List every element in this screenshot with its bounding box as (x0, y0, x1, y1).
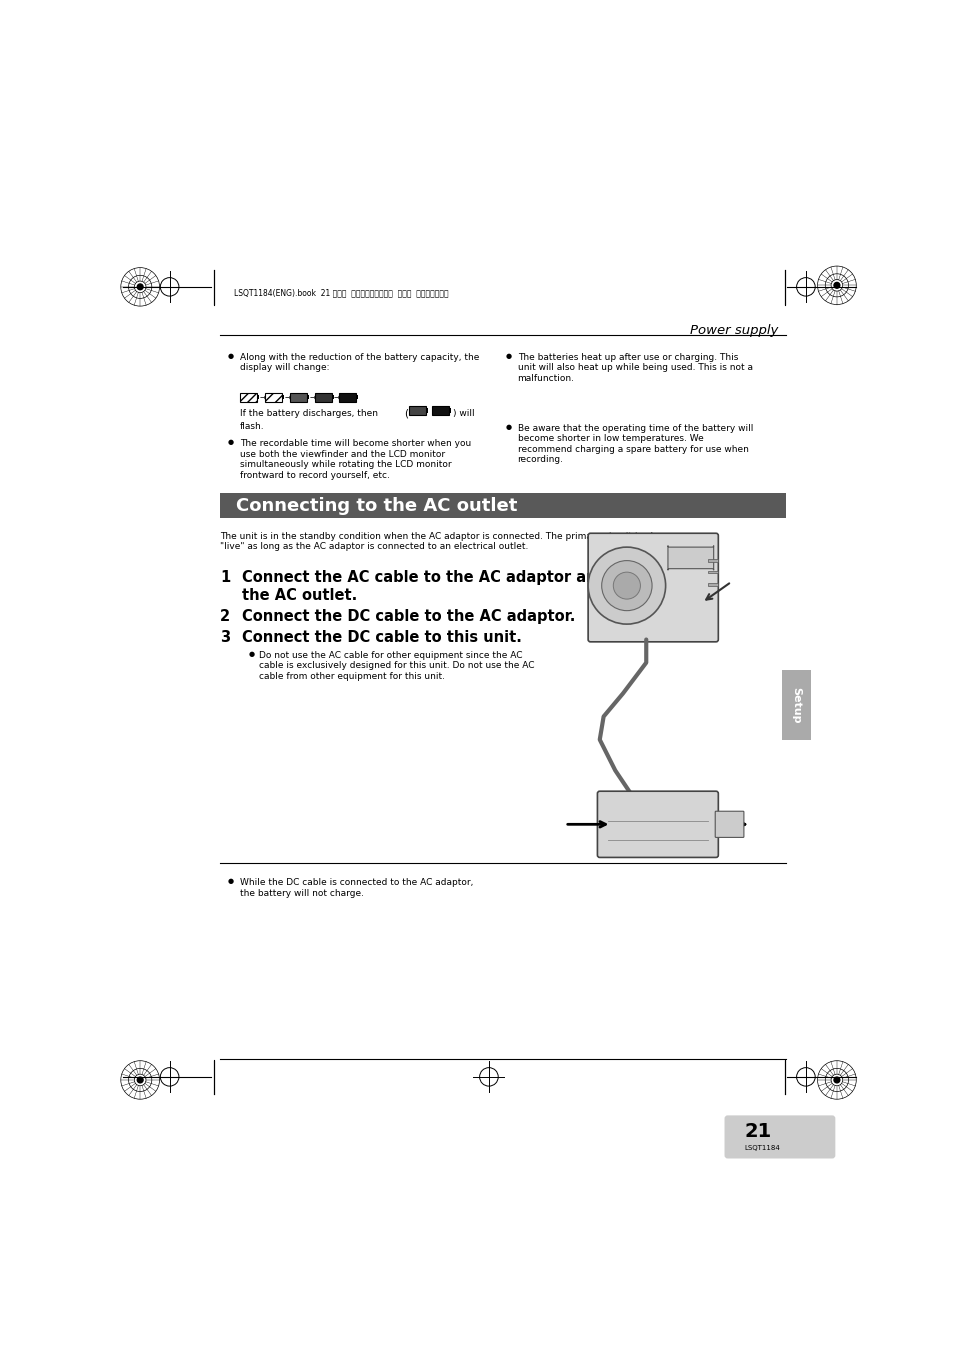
Bar (781, 670, 810, 739)
Text: ●: ● (228, 878, 233, 884)
Text: ●: ● (249, 651, 254, 657)
Text: Connect the DC cable to the AC adaptor.: Connect the DC cable to the AC adaptor. (241, 609, 575, 624)
FancyBboxPatch shape (667, 546, 713, 570)
Bar (240, 393, 257, 401)
FancyBboxPatch shape (723, 1116, 835, 1159)
Text: Be aware that the operating time of the battery will
become shorter in low tempe: Be aware that the operating time of the … (517, 424, 752, 465)
Text: LSQT1184: LSQT1184 (744, 1146, 780, 1151)
Circle shape (601, 561, 652, 611)
Circle shape (833, 1077, 839, 1084)
Bar (707, 582, 717, 585)
Text: The recordable time will become shorter when you
use both the viewfinder and the: The recordable time will become shorter … (240, 439, 471, 480)
Text: (: ( (404, 408, 408, 419)
Bar (426, 408, 428, 412)
Circle shape (613, 571, 639, 598)
Circle shape (833, 282, 839, 288)
Text: Setup: Setup (791, 686, 801, 723)
Bar (707, 570, 717, 573)
Bar (257, 396, 259, 400)
Text: Connecting to the AC outlet: Connecting to the AC outlet (235, 497, 517, 515)
Bar (282, 396, 284, 400)
Text: ) will: ) will (452, 408, 474, 417)
Text: 1: 1 (220, 570, 230, 585)
Text: Do not use the AC cable for other equipment since the AC
cable is exclusively de: Do not use the AC cable for other equipm… (258, 651, 534, 681)
Text: →: → (309, 393, 315, 401)
Bar (409, 407, 426, 415)
Text: Power supply: Power supply (689, 324, 778, 336)
Bar (332, 396, 334, 400)
Text: 2: 2 (220, 609, 230, 624)
Bar (307, 396, 309, 400)
FancyBboxPatch shape (715, 811, 743, 838)
Bar (431, 407, 448, 415)
Text: ●: ● (505, 353, 511, 359)
Text: ●: ● (505, 424, 511, 430)
Circle shape (137, 284, 143, 289)
Text: Along with the reduction of the battery capacity, the
display will change:: Along with the reduction of the battery … (240, 353, 479, 373)
Bar (707, 559, 717, 562)
Text: LSQT1184(ENG).book  21 ページ  ２００７年２月５日  月曜日  午後１時２９分: LSQT1184(ENG).book 21 ページ ２００７年２月５日 月曜日 … (233, 289, 448, 297)
Text: flash.: flash. (240, 423, 265, 431)
Circle shape (137, 1077, 143, 1084)
Text: Connect the DC cable to this unit.: Connect the DC cable to this unit. (241, 630, 521, 644)
Bar (356, 396, 358, 400)
Text: ●: ● (228, 439, 233, 446)
Text: If the battery discharges, then: If the battery discharges, then (240, 408, 377, 417)
Bar (290, 393, 307, 401)
Text: The batteries heat up after use or charging. This
unit will also heat up while b: The batteries heat up after use or charg… (517, 353, 752, 382)
Bar (220, 493, 785, 517)
Bar (448, 408, 450, 412)
FancyBboxPatch shape (587, 534, 718, 642)
Text: →: → (284, 393, 291, 401)
Text: 3: 3 (220, 630, 230, 644)
Circle shape (587, 547, 665, 624)
Text: The unit is in the standby condition when the AC adaptor is connected. The prima: The unit is in the standby condition whe… (220, 532, 676, 551)
Text: 21: 21 (744, 1121, 771, 1140)
Text: While the DC cable is connected to the AC adaptor,
the battery will not charge.: While the DC cable is connected to the A… (240, 878, 473, 897)
FancyBboxPatch shape (597, 792, 718, 858)
Bar (265, 393, 282, 401)
Text: Connect the AC cable to the AC adaptor and
the AC outlet.: Connect the AC cable to the AC adaptor a… (241, 570, 606, 603)
Bar (339, 393, 356, 401)
Text: →: → (334, 393, 340, 401)
Text: ●: ● (228, 353, 233, 359)
Text: →: → (259, 393, 266, 401)
Bar (314, 393, 332, 401)
